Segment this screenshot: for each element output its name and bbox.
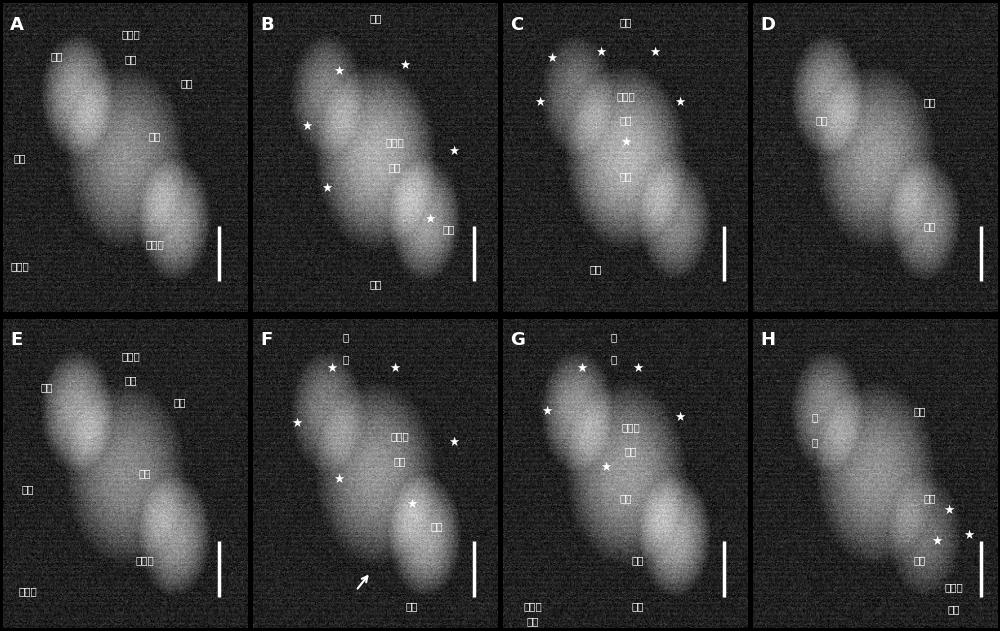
Text: 内穃: 内穃 [632, 555, 644, 565]
Text: 穃: 穃 [811, 437, 817, 447]
Text: 内穃: 内穃 [923, 493, 936, 503]
Text: ★: ★ [448, 436, 460, 449]
Text: 内穃: 内穃 [619, 493, 632, 503]
Text: ★: ★ [943, 504, 955, 517]
Text: 护颖: 护颖 [913, 555, 926, 565]
Text: ★: ★ [620, 136, 631, 149]
Text: C: C [510, 16, 524, 33]
Text: 花分生: 花分生 [523, 601, 542, 611]
Text: 组织: 组织 [389, 162, 401, 172]
Text: 护颖: 护颖 [21, 484, 34, 493]
Text: 内穃: 内穃 [923, 97, 936, 107]
Text: ★: ★ [931, 534, 942, 548]
Text: 外: 外 [610, 332, 616, 342]
Text: ★: ★ [541, 405, 553, 418]
Text: ★: ★ [407, 498, 418, 510]
Text: 外穃: 外穃 [619, 16, 632, 27]
Text: 护颖: 护颖 [923, 221, 936, 231]
Text: 内穃: 内穃 [443, 224, 455, 234]
Text: 护颖: 护颖 [369, 280, 382, 290]
Text: 花分生: 花分生 [391, 431, 409, 441]
Text: 内穃: 内穃 [619, 171, 632, 181]
Text: ★: ★ [333, 64, 344, 78]
Text: 护颖: 护颖 [406, 601, 418, 611]
Text: 护颖: 护颖 [14, 153, 26, 163]
Text: ★: ★ [326, 362, 337, 375]
Text: ★: ★ [649, 46, 661, 59]
Text: 副护颖: 副护颖 [11, 261, 30, 271]
Text: 外穃: 外穃 [41, 382, 53, 392]
Text: 护颖: 护颖 [139, 468, 151, 478]
Text: ★: ★ [674, 411, 685, 424]
Text: 组织: 组织 [394, 456, 406, 466]
Text: ★: ★ [399, 59, 411, 71]
Text: ★: ★ [424, 213, 435, 226]
Text: 护颖: 护颖 [149, 131, 161, 141]
Text: B: B [260, 16, 274, 33]
Text: 外: 外 [343, 332, 349, 342]
Text: 花分生: 花分生 [121, 351, 140, 361]
Text: ★: ★ [291, 417, 303, 430]
Text: 内穃: 内穃 [173, 397, 186, 407]
Text: ★: ★ [595, 46, 607, 59]
Text: ★: ★ [389, 362, 401, 375]
Text: G: G [510, 331, 525, 349]
Text: 组织: 组织 [124, 375, 137, 386]
Text: 组织: 组织 [526, 616, 539, 627]
Text: ★: ★ [632, 362, 643, 375]
Text: ★: ★ [321, 182, 332, 195]
Text: 穃: 穃 [343, 354, 349, 364]
Text: 护颖: 护颖 [632, 601, 644, 611]
Text: 组织: 组织 [624, 447, 637, 457]
Text: 外穃: 外穃 [815, 115, 828, 126]
Text: 内穃: 内穃 [430, 521, 443, 531]
Text: A: A [10, 16, 24, 33]
Text: ★: ★ [576, 362, 587, 375]
Text: 花分生: 花分生 [386, 138, 404, 147]
Text: 内穃: 内穃 [180, 78, 193, 88]
Text: ★: ★ [534, 95, 545, 109]
Text: ★: ★ [963, 529, 974, 541]
Text: 内穃: 内穃 [913, 406, 926, 416]
Text: ★: ★ [301, 121, 313, 133]
Text: ★: ★ [333, 473, 344, 486]
Text: 外: 外 [811, 413, 817, 423]
Text: 组织: 组织 [948, 604, 960, 615]
Text: 花芽生: 花芽生 [616, 91, 635, 101]
Text: 副护颖: 副护颖 [146, 239, 164, 249]
Text: 外穃: 外穃 [369, 14, 382, 23]
Text: H: H [760, 331, 775, 349]
Text: ★: ★ [448, 145, 460, 158]
Text: 穃: 穃 [610, 354, 616, 364]
Text: D: D [760, 16, 775, 33]
Text: 花分生: 花分生 [121, 29, 140, 39]
Text: 组织: 组织 [124, 54, 137, 64]
Text: F: F [260, 331, 273, 349]
Text: ★: ★ [674, 95, 685, 109]
Text: 副护颖: 副护颖 [136, 555, 154, 565]
Text: 组织: 组织 [619, 115, 632, 126]
Text: 花分生: 花分生 [945, 582, 963, 593]
Text: 外穃: 外穃 [51, 50, 63, 61]
Text: E: E [10, 331, 23, 349]
Text: ★: ★ [546, 52, 558, 66]
Text: 花分生: 花分生 [621, 422, 640, 432]
Text: ★: ★ [600, 461, 612, 474]
Text: 护颖: 护颖 [590, 264, 602, 274]
Text: 副护颖: 副护颖 [18, 586, 37, 596]
